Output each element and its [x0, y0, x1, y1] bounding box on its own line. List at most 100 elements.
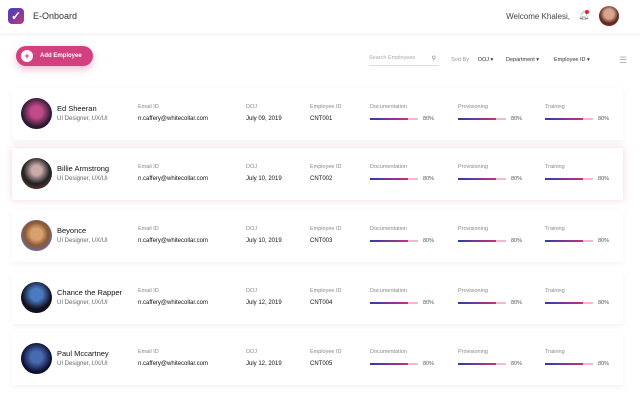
training-label: Training — [545, 226, 565, 232]
documentation-label: Documentation — [370, 288, 407, 294]
documentation-label: Documentation — [370, 104, 407, 110]
filter-sliders-icon[interactable]: ☰ — [619, 55, 628, 65]
doj-label: DOJ — [246, 288, 257, 294]
train-progress-bar — [545, 240, 593, 242]
prov-percent: 80% — [511, 116, 523, 122]
email-label: Email ID — [138, 349, 159, 355]
email-value: n.caffery@whitecollar.com — [138, 176, 209, 182]
prov-progress-fill — [458, 302, 497, 304]
email-value: n.caffery@whitecollar.com — [138, 361, 209, 367]
email-label: Email ID — [138, 288, 159, 294]
search-input[interactable]: Search Employees ⚲ — [369, 55, 439, 66]
doc-progress-fill — [370, 363, 409, 365]
doj-value: July 10, 2019 — [246, 238, 282, 244]
doc-progress-bar — [370, 240, 418, 242]
sort-by-label: Sort By — [451, 57, 470, 63]
train-progress-bar — [545, 118, 593, 120]
employee-avatar — [21, 98, 52, 129]
doj-value: July 12, 2019 — [246, 300, 282, 306]
employee-name[interactable]: Chance the Rapper — [57, 288, 123, 297]
train-percent: 80% — [598, 300, 610, 306]
email-value: n.caffery@whitecollar.com — [138, 238, 209, 244]
user-avatar[interactable] — [599, 6, 619, 26]
train-progress-bar — [545, 178, 593, 180]
employee-role: UI Designer, UX/UI — [57, 300, 108, 306]
doj-label: DOJ — [246, 226, 257, 232]
employee-id-value: CNT003 — [310, 238, 333, 244]
doc-percent: 80% — [423, 238, 435, 244]
doc-progress-bar — [370, 363, 418, 365]
employee-avatar — [21, 158, 52, 189]
prov-percent: 80% — [511, 300, 523, 306]
employee-card[interactable]: Billie Armstrong UI Designer, UX/UI Emai… — [12, 148, 623, 200]
plus-icon: + — [21, 50, 33, 62]
email-label: Email ID — [138, 104, 159, 110]
email-value: n.caffery@whitecollar.com — [138, 116, 209, 122]
doc-percent: 80% — [423, 116, 435, 122]
add-employee-button[interactable]: + Add Employee — [16, 46, 93, 66]
employee-name[interactable]: Beyonce — [57, 226, 87, 235]
employee-role: UI Designer, UX/UI — [57, 176, 108, 182]
employee-name[interactable]: Billie Armstrong — [57, 164, 110, 173]
add-employee-label: Add Employee — [40, 53, 82, 59]
bell-icon[interactable]: 🔔︎ — [578, 10, 590, 20]
employee-name[interactable]: Paul Mccartney — [57, 349, 109, 358]
doc-percent: 80% — [423, 300, 435, 306]
provisioning-label: Provisioning — [458, 104, 488, 110]
employee-id-label: Employee ID — [310, 164, 342, 170]
prov-progress-fill — [458, 178, 497, 180]
train-progress-fill — [545, 302, 584, 304]
prov-progress-fill — [458, 240, 497, 242]
sort-doj-dropdown[interactable]: DOJ ▾ — [478, 57, 494, 63]
employee-id-label: Employee ID — [310, 349, 342, 355]
train-percent: 80% — [598, 238, 610, 244]
employee-id-value: CNT002 — [310, 176, 333, 182]
provisioning-label: Provisioning — [458, 226, 488, 232]
doj-value: July 12, 2019 — [246, 361, 282, 367]
employee-id-label: Employee ID — [310, 104, 342, 110]
app-logo: ✓ — [8, 8, 24, 24]
employee-card[interactable]: Ed Sheeran UI Designer, UX/UI Email ID n… — [12, 88, 623, 140]
doc-progress-bar — [370, 178, 418, 180]
train-progress-fill — [545, 240, 584, 242]
employee-card[interactable]: Beyonce UI Designer, UX/UI Email ID n.ca… — [12, 210, 623, 262]
employee-id-value: CNT001 — [310, 116, 333, 122]
prov-progress-bar — [458, 118, 506, 120]
employee-role: UI Designer, UX/UI — [57, 116, 108, 122]
email-label: Email ID — [138, 226, 159, 232]
provisioning-label: Provisioning — [458, 164, 488, 170]
training-label: Training — [545, 288, 565, 294]
employee-role: UI Designer, UX/UI — [57, 238, 108, 244]
training-label: Training — [545, 104, 565, 110]
employee-id-label: Employee ID — [310, 288, 342, 294]
prov-percent: 80% — [511, 238, 523, 244]
employee-card[interactable]: Paul Mccartney UI Designer, UX/UI Email … — [12, 333, 623, 385]
app-title: E-Onboard — [33, 11, 78, 21]
employee-card[interactable]: Chance the Rapper UI Designer, UX/UI Ema… — [12, 272, 623, 324]
prov-progress-bar — [458, 302, 506, 304]
doc-progress-bar — [370, 118, 418, 120]
doc-progress-fill — [370, 302, 409, 304]
sort-employee-id-dropdown[interactable]: Employee ID ▾ — [554, 57, 590, 63]
sort-department-dropdown[interactable]: Department ▾ — [506, 57, 540, 63]
search-icon: ⚲ — [431, 56, 436, 62]
employee-name[interactable]: Ed Sheeran — [57, 104, 97, 113]
train-percent: 80% — [598, 116, 610, 122]
train-progress-bar — [545, 363, 593, 365]
train-progress-fill — [545, 118, 584, 120]
training-label: Training — [545, 349, 565, 355]
doj-label: DOJ — [246, 349, 257, 355]
provisioning-label: Provisioning — [458, 288, 488, 294]
doj-value: July 09, 2019 — [246, 116, 282, 122]
train-percent: 80% — [598, 361, 610, 367]
train-progress-fill — [545, 363, 584, 365]
prov-percent: 80% — [511, 176, 523, 182]
email-label: Email ID — [138, 164, 159, 170]
doc-percent: 80% — [423, 176, 435, 182]
doj-value: July 10, 2019 — [246, 176, 282, 182]
documentation-label: Documentation — [370, 226, 407, 232]
employee-role: UI Designer, UX/UI — [57, 361, 108, 367]
train-progress-fill — [545, 178, 584, 180]
search-placeholder: Search Employees — [369, 55, 416, 61]
prov-progress-fill — [458, 363, 497, 365]
